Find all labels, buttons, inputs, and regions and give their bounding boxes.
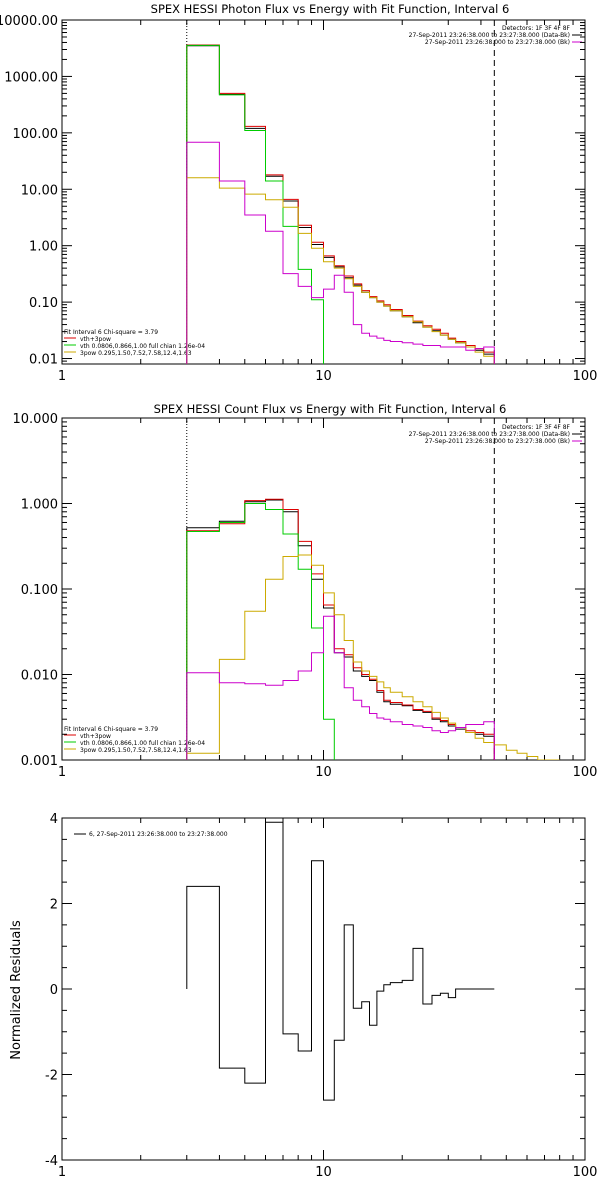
series-line-1 (186, 44, 495, 364)
legend-detectors: Detectors: 1F 3F 4F 8F (502, 424, 571, 431)
legend-total: vth+3pow (80, 733, 111, 740)
series-group (186, 44, 495, 364)
legend-bottom-left: Fit Interval 6 Chi-square = 3.79 vth+3po… (64, 329, 205, 357)
x-tick-label: 100 (573, 765, 598, 780)
legend-vth: vth 0.0806,0.866,1.00 full chian 1.26e-0… (80, 740, 205, 747)
series-line-4 (186, 141, 495, 364)
legend-bk: 27-Sep-2011 23:26:38.000 to 23:27:38.000… (425, 438, 570, 445)
y-tick-label: 0.10 (29, 296, 58, 311)
y-tick-label: 10000.00 (0, 14, 58, 29)
series-line-2 (186, 503, 335, 760)
series-line-0 (186, 821, 495, 1101)
y-tick-label: 1000.00 (4, 70, 58, 85)
series-group (186, 498, 560, 760)
y-tick-label: 1.00 (29, 240, 58, 255)
residuals-chart: Normalized Residuals 6, 27-Sep-2011 23:2… (9, 812, 598, 1180)
legend-fit-interval: Fit Interval 6 Chi-square = 3.79 (64, 726, 158, 733)
x-tick-label: 10 (315, 369, 332, 384)
legend-top-right: Detectors: 1F 3F 4F 8F 27-Sep-2011 23:26… (409, 424, 582, 445)
x-tick-label: 100 (573, 369, 598, 384)
y-tick-label: 0 (50, 983, 58, 998)
y-tick-label: 10.000 (13, 412, 59, 427)
chart-title: SPEX HESSI Photon Flux vs Energy with Fi… (151, 2, 510, 16)
series-line-3 (186, 554, 560, 760)
legend-vth: vth 0.0806,0.866,1.00 full chian 1.26e-0… (80, 343, 205, 350)
legend-residual: 6, 27-Sep-2011 23:26:38.000 to 23:27:38.… (89, 831, 228, 838)
y-tick-label: 4 (50, 812, 58, 827)
x-tick-label: 1 (58, 369, 66, 384)
legend-3pow: 3pow 0.295,1.50,7.52,7.58,12.4,1.63 (80, 747, 192, 754)
legend-detectors: Detectors: 1F 3F 4F 8F (502, 25, 571, 32)
y-tick-label: -2 (45, 1069, 58, 1084)
y-axis-label: Normalized Residuals (9, 920, 24, 1060)
y-tick-label: 1.000 (21, 498, 58, 513)
x-tick-label: 1 (58, 1165, 66, 1180)
x-tick-label: 1 (58, 765, 66, 780)
y-tick-label: -4 (45, 1154, 58, 1169)
series-group (186, 821, 495, 1101)
count-flux-chart: SPEX HESSI Count Flux vs Energy with Fit… (13, 402, 598, 780)
series-line-2 (186, 44, 324, 364)
y-tick-label: 2 (50, 898, 58, 913)
legend-3pow: 3pow 0.295,1.50,7.52,7.58,12.4,1.63 (80, 350, 192, 357)
y-tick-label: 0.100 (21, 583, 58, 598)
legend-fit-interval: Fit Interval 6 Chi-square = 3.79 (64, 329, 158, 336)
x-tick-label: 100 (573, 1165, 598, 1180)
x-tick-label: 10 (315, 1165, 332, 1180)
legend-data-bk: 27-Sep-2011 23:26:38.000 to 23:27:38.000… (409, 32, 570, 39)
y-tick-label: 10.00 (21, 183, 58, 198)
legend-bk: 27-Sep-2011 23:26:38.000 to 23:27:38.000… (425, 39, 570, 46)
photon-flux-chart: SPEX HESSI Photon Flux vs Energy with Fi… (0, 2, 598, 384)
y-tick-label: 100.00 (13, 127, 59, 142)
y-tick-label: 0.01 (29, 353, 58, 368)
y-tick-label: 0.010 (21, 669, 58, 684)
y-tick-label: 0.001 (21, 754, 58, 769)
chart-title: SPEX HESSI Count Flux vs Energy with Fit… (154, 402, 507, 416)
series-line-4 (186, 615, 495, 760)
series-line-3 (186, 177, 495, 364)
legend-top-left: 6, 27-Sep-2011 23:26:38.000 to 23:27:38.… (74, 831, 228, 838)
legend-bottom-left: Fit Interval 6 Chi-square = 3.79 vth+3po… (64, 726, 205, 754)
x-tick-label: 10 (315, 765, 332, 780)
legend-data-bk: 27-Sep-2011 23:26:38.000 to 23:27:38.000… (409, 431, 570, 438)
legend-total: vth+3pow (80, 336, 111, 343)
legend-top-right: Detectors: 1F 3F 4F 8F 27-Sep-2011 23:26… (409, 25, 582, 46)
